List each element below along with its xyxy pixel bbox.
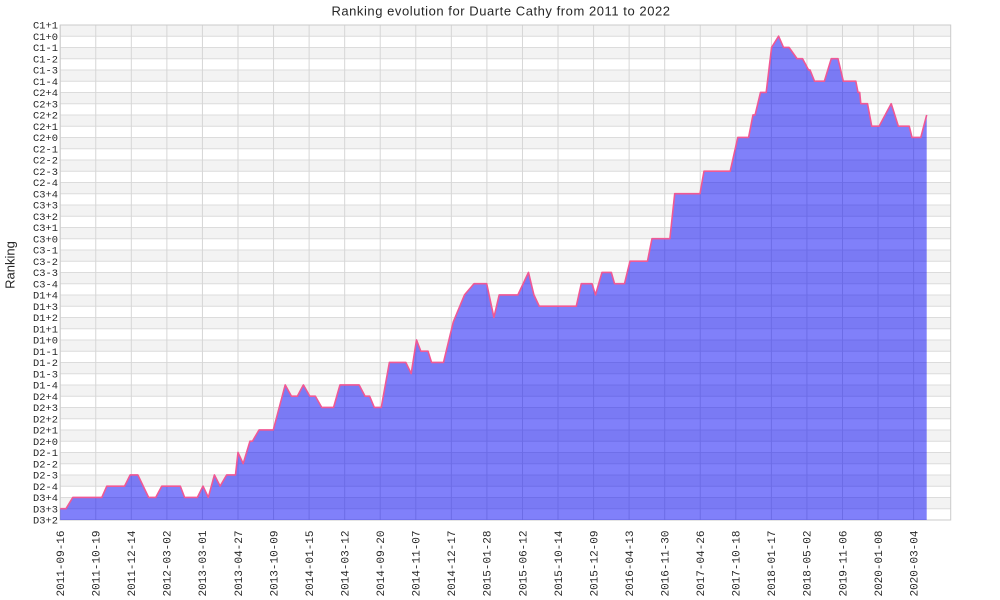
svg-text:D1+3: D1+3 xyxy=(33,302,58,314)
svg-text:C3+0: C3+0 xyxy=(33,234,58,246)
svg-text:D1+4: D1+4 xyxy=(33,291,58,303)
svg-text:2020-01-08: 2020-01-08 xyxy=(874,531,886,597)
svg-text:C3-1: C3-1 xyxy=(33,246,58,258)
svg-text:2017-10-18: 2017-10-18 xyxy=(732,531,744,597)
svg-text:D1-3: D1-3 xyxy=(33,369,58,381)
svg-text:C2-1: C2-1 xyxy=(33,144,58,156)
svg-text:D3+4: D3+4 xyxy=(33,493,58,505)
svg-text:2015-01-28: 2015-01-28 xyxy=(483,531,495,597)
svg-text:D1+2: D1+2 xyxy=(33,313,58,325)
svg-text:2015-10-14: 2015-10-14 xyxy=(554,530,566,596)
svg-text:D3+2: D3+2 xyxy=(33,516,58,528)
svg-text:D2+3: D2+3 xyxy=(33,403,58,415)
svg-text:2014-03-12: 2014-03-12 xyxy=(340,531,352,597)
svg-text:2016-11-30: 2016-11-30 xyxy=(660,531,672,597)
svg-text:Ranking evolution for Duarte C: Ranking evolution for Duarte Cathy from … xyxy=(331,3,670,18)
svg-text:2015-12-09: 2015-12-09 xyxy=(589,531,601,597)
svg-text:D1+1: D1+1 xyxy=(33,324,58,336)
svg-text:2013-03-01: 2013-03-01 xyxy=(198,530,210,596)
svg-text:D2+2: D2+2 xyxy=(33,414,58,426)
svg-text:D2+4: D2+4 xyxy=(33,392,58,404)
svg-text:Ranking: Ranking xyxy=(3,241,18,289)
svg-text:C1+0: C1+0 xyxy=(33,32,58,44)
svg-text:C1-4: C1-4 xyxy=(33,77,58,89)
svg-text:2013-04-27: 2013-04-27 xyxy=(234,531,246,597)
svg-text:C2+0: C2+0 xyxy=(33,133,58,145)
svg-text:C3+1: C3+1 xyxy=(33,223,58,235)
svg-text:D1-4: D1-4 xyxy=(33,381,58,393)
svg-text:D2-1: D2-1 xyxy=(33,448,58,460)
svg-text:C2-4: C2-4 xyxy=(33,178,58,190)
svg-text:C3-4: C3-4 xyxy=(33,279,58,291)
svg-text:2014-01-15: 2014-01-15 xyxy=(305,531,317,597)
svg-text:C3-3: C3-3 xyxy=(33,268,58,280)
svg-text:C3-2: C3-2 xyxy=(33,257,58,269)
svg-text:2011-12-14: 2011-12-14 xyxy=(127,530,139,596)
svg-text:D1+0: D1+0 xyxy=(33,336,58,348)
svg-text:2017-04-26: 2017-04-26 xyxy=(696,531,708,597)
svg-text:2013-10-09: 2013-10-09 xyxy=(269,531,281,597)
svg-text:C1-2: C1-2 xyxy=(33,54,58,66)
svg-text:2014-11-07: 2014-11-07 xyxy=(412,531,424,597)
svg-text:D1-2: D1-2 xyxy=(33,358,58,370)
svg-text:2019-11-06: 2019-11-06 xyxy=(838,531,850,597)
svg-text:D2-4: D2-4 xyxy=(33,482,58,494)
svg-text:C3+4: C3+4 xyxy=(33,189,58,201)
svg-text:C3+3: C3+3 xyxy=(33,201,58,213)
svg-text:2011-09-16: 2011-09-16 xyxy=(56,531,68,597)
svg-text:2016-04-13: 2016-04-13 xyxy=(625,531,637,597)
svg-text:2020-03-04: 2020-03-04 xyxy=(909,530,921,596)
svg-text:2011-10-19: 2011-10-19 xyxy=(92,531,104,597)
svg-text:2014-09-20: 2014-09-20 xyxy=(376,531,388,597)
svg-text:C2-2: C2-2 xyxy=(33,156,58,168)
svg-text:D2+0: D2+0 xyxy=(33,437,58,449)
svg-text:C2-3: C2-3 xyxy=(33,167,58,179)
svg-text:2012-03-02: 2012-03-02 xyxy=(163,531,175,597)
svg-text:2018-05-02: 2018-05-02 xyxy=(803,531,815,597)
svg-text:D2+1: D2+1 xyxy=(33,426,58,438)
svg-text:C1+1: C1+1 xyxy=(33,21,58,33)
svg-text:D2-2: D2-2 xyxy=(33,459,58,471)
svg-text:2018-01-17: 2018-01-17 xyxy=(767,531,779,597)
svg-text:C3+2: C3+2 xyxy=(33,212,58,224)
svg-text:C2+3: C2+3 xyxy=(33,99,58,111)
svg-text:C1-1: C1-1 xyxy=(33,43,58,55)
svg-text:D2-3: D2-3 xyxy=(33,471,58,483)
svg-text:C2+4: C2+4 xyxy=(33,88,58,100)
svg-text:2014-12-17: 2014-12-17 xyxy=(447,531,459,597)
svg-text:2015-06-12: 2015-06-12 xyxy=(518,531,530,597)
svg-text:D1-1: D1-1 xyxy=(33,347,58,359)
svg-text:C1-3: C1-3 xyxy=(33,66,58,78)
svg-text:D3+3: D3+3 xyxy=(33,504,58,516)
svg-text:C2+2: C2+2 xyxy=(33,111,58,123)
svg-text:C2+1: C2+1 xyxy=(33,122,58,134)
